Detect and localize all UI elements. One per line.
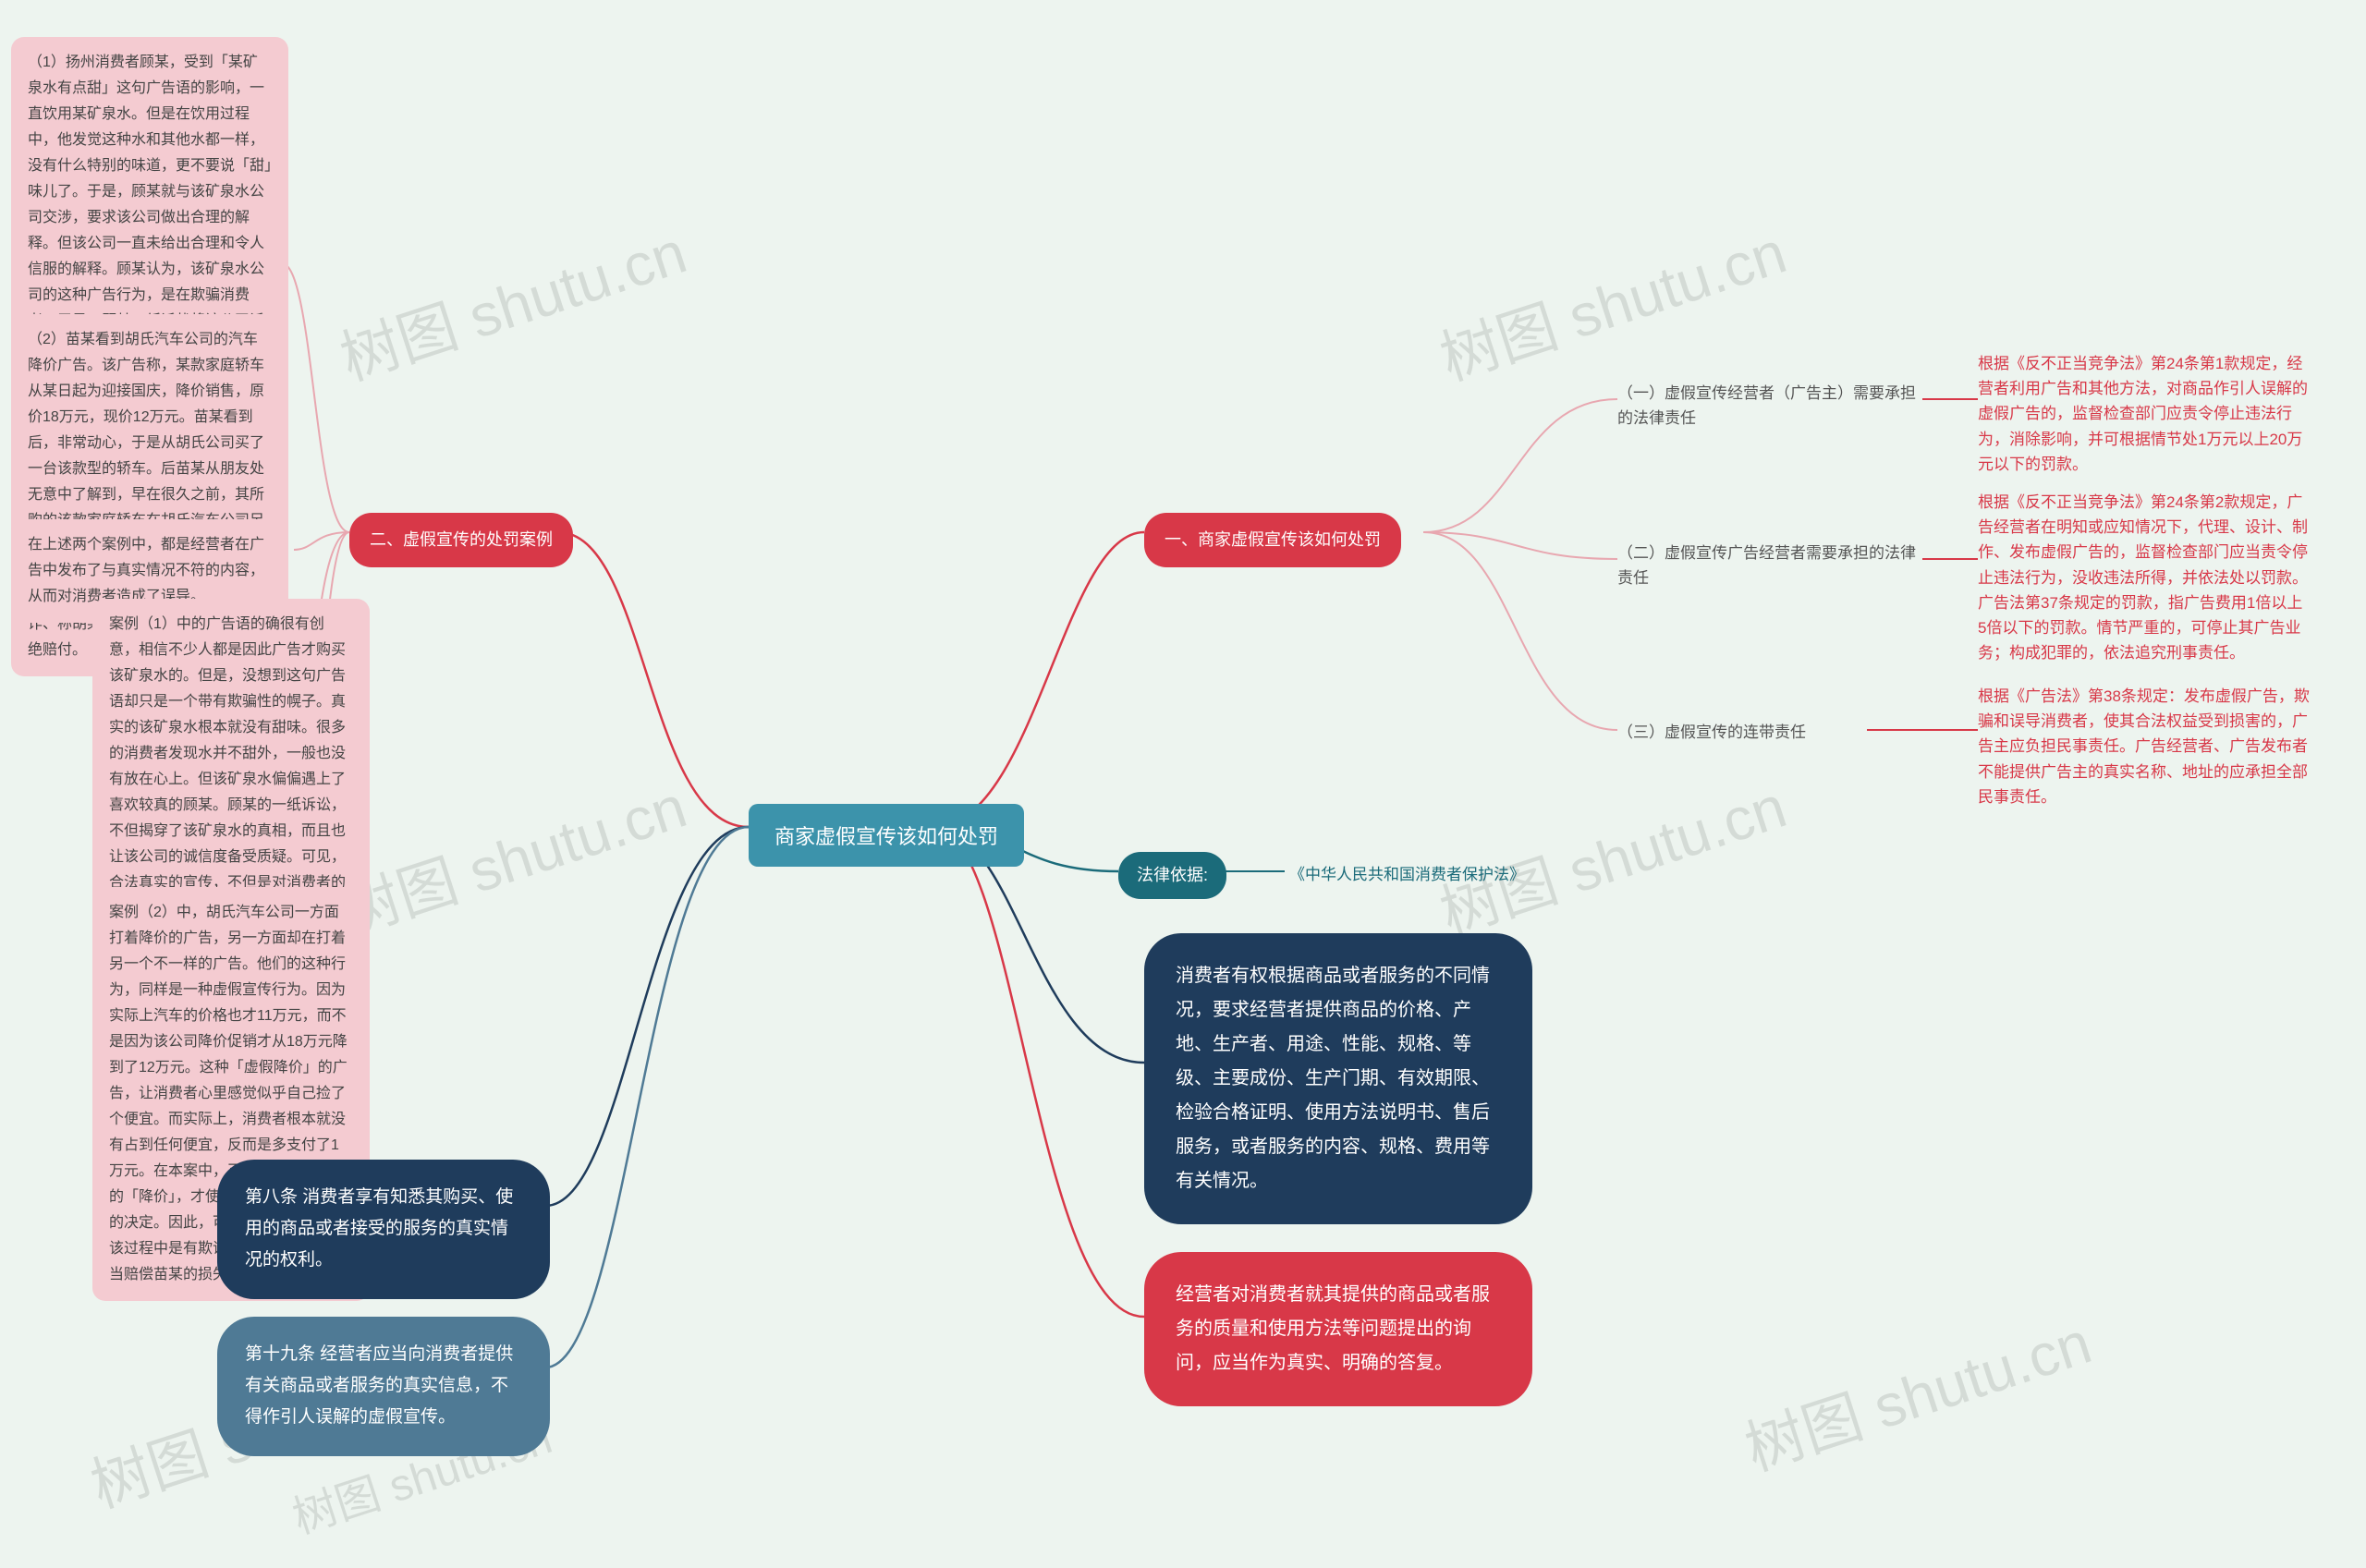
watermark: 树图 shutu.cn xyxy=(328,205,695,396)
right-bubble-operator-reply: 经营者对消费者就其提供的商品或者服务的质量和使用方法等问题提出的询问，应当作为真… xyxy=(1144,1252,1532,1406)
branch2-title: 二、虚假宣传的处罚案例 xyxy=(349,513,573,567)
legal-basis-label: 法律依据: xyxy=(1118,852,1226,899)
watermark: 树图 shutu.cn xyxy=(1428,760,1795,951)
analysis-1: 案例（1）中的广告语的确很有创意，相信不少人都是因此广告才购买该矿泉水的。但是，… xyxy=(92,599,370,935)
watermark: 树图 shutu.cn xyxy=(328,760,695,951)
branch1-title: 一、商家虚假宣传该如何处罚 xyxy=(1144,513,1401,567)
left-bubble-article19: 第十九条 经营者应当向消费者提供有关商品或者服务的真实信息，不得作引人误解的虚假… xyxy=(217,1317,550,1456)
watermark: 树图 shutu.cn xyxy=(1733,1295,2100,1487)
left-bubble-article8: 第八条 消费者享有知悉其购买、使用的商品或者接受的服务的真实情况的权利。 xyxy=(217,1160,550,1299)
branch1-item-2-detail: 根据《反不正当竞争法》第24条第2款规定，广告经营者在明知或应知情况下，代理、设… xyxy=(1978,490,2311,665)
right-bubble-consumer-rights: 消费者有权根据商品或者服务的不同情况，要求经营者提供商品的价格、产地、生产者、用… xyxy=(1144,933,1532,1224)
branch1-item-3-detail: 根据《广告法》第38条规定：发布虚假广告，欺骗和误导消费者，使其合法权益受到损害… xyxy=(1978,684,2311,809)
legal-basis-text: 《中华人民共和国消费者保护法》 xyxy=(1289,861,1525,884)
branch1-item-1-label: （一）虚假宣传经营者（广告主）需要承担的法律责任 xyxy=(1617,381,1922,431)
branch1-item-3-label: （三）虚假宣传的连带责任 xyxy=(1617,719,1876,742)
center-topic: 商家虚假宣传该如何处罚 xyxy=(749,804,1024,867)
branch1-item-1-detail: 根据《反不正当竞争法》第24条第1款规定，经营者利用广告和其他方法，对商品作引人… xyxy=(1978,351,2311,477)
branch1-item-2-label: （二）虚假宣传广告经营者需要承担的法律责任 xyxy=(1617,541,1922,590)
watermark: 树图 shutu.cn xyxy=(1428,205,1795,396)
